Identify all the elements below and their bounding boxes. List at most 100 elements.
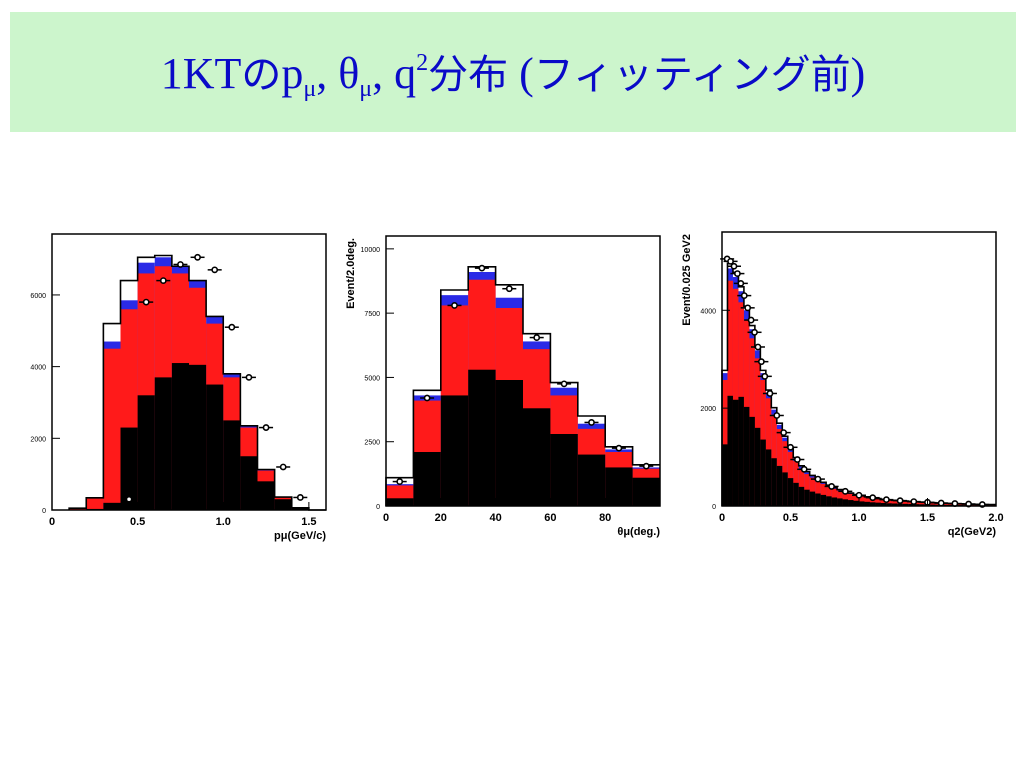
bar-black: [550, 434, 578, 506]
bar-black: [815, 493, 821, 506]
data-point: [751, 328, 758, 336]
x-tick-label: 1.0: [216, 516, 231, 528]
y-tick-label: 4000: [30, 365, 46, 372]
data-point: [766, 390, 774, 397]
bar-black: [171, 363, 189, 510]
data-points: [122, 253, 308, 503]
y-tick-label: 5000: [364, 375, 380, 382]
total-outline: [68, 254, 326, 511]
bar-red: [864, 497, 870, 506]
bar-black: [837, 498, 843, 506]
x-tick-label: 0: [719, 512, 725, 524]
bar-red: [103, 348, 121, 510]
bar-red: [86, 498, 104, 510]
bar-black: [523, 408, 551, 506]
x-tick-label: 1.0: [851, 512, 866, 524]
page-title: 1KTのpμ, θμ, q2分布 (フィッティング前): [160, 48, 866, 102]
x-tick-label: 40: [489, 512, 501, 524]
data-points: [392, 264, 654, 485]
bar-black: [223, 420, 241, 510]
bar-red: [930, 502, 936, 506]
bar-black: [468, 369, 496, 506]
x-axis-label: θμ(deg.): [617, 526, 660, 538]
data-point: [642, 462, 650, 470]
bar-black: [727, 395, 733, 506]
data-point: [754, 343, 762, 351]
data-point: [855, 491, 863, 499]
x-tick-label: 1.5: [920, 512, 935, 524]
x-tick-label: 20: [435, 512, 447, 524]
data-point: [451, 302, 458, 309]
bar-black: [913, 504, 920, 506]
bar-black: [798, 486, 805, 506]
data-point: [828, 483, 835, 490]
bar-red: [919, 502, 925, 506]
bar-black: [103, 502, 121, 510]
data-point: [142, 298, 150, 306]
data-point: [793, 456, 801, 463]
bar-red: [891, 500, 898, 506]
data-point: [396, 478, 404, 485]
y-tick-label: 0: [42, 508, 46, 515]
bar-black: [120, 427, 138, 510]
bar-black: [189, 364, 207, 510]
bar-black: [274, 499, 292, 510]
bar-black: [820, 494, 827, 506]
y-axis-label: Event/0.025 GeV2: [681, 234, 693, 326]
bar-black: [137, 395, 155, 510]
bar-red: [831, 488, 838, 506]
bar-black: [804, 489, 810, 506]
bar-red: [913, 502, 920, 506]
x-tick-label: 0: [49, 516, 55, 528]
bar-red: [908, 501, 914, 506]
data-point: [800, 465, 808, 473]
y-tick-label: 4000: [700, 308, 716, 315]
bar-black: [809, 491, 816, 506]
bar-black: [869, 502, 876, 506]
data-point: [478, 264, 486, 272]
bar-red: [957, 503, 964, 506]
bar-black: [440, 395, 469, 506]
bar-black: [908, 504, 914, 506]
data-point: [296, 494, 304, 501]
x-tick-label: 1.5: [301, 516, 316, 528]
bar-black: [902, 503, 909, 506]
bar-red: [880, 499, 887, 506]
data-point: [125, 495, 133, 503]
bar-black: [842, 499, 849, 506]
bar-black: [240, 456, 258, 510]
data-point: [533, 334, 541, 341]
bar-black: [891, 503, 898, 506]
bar-black: [495, 380, 523, 506]
bar-black: [859, 501, 865, 506]
data-point: [757, 358, 765, 366]
bar-black: [793, 482, 799, 506]
plot-frame: [51, 233, 327, 511]
bar-black: [738, 396, 744, 506]
bar-red: [859, 496, 865, 506]
x-tick-label: 0.5: [783, 512, 798, 524]
data-point: [896, 497, 904, 505]
bar-black: [875, 502, 881, 506]
title-banner: 1KTのpμ, θμ, q2分布 (フィッティング前): [10, 12, 1016, 132]
data-point: [734, 270, 741, 277]
y-tick-label: 7500: [364, 311, 380, 318]
data-point: [773, 412, 781, 419]
bar-black: [864, 501, 870, 506]
bar-black: [897, 503, 903, 506]
data-point: [505, 285, 513, 293]
bar-black: [771, 458, 777, 506]
bar-black: [765, 449, 772, 506]
bar-red: [837, 490, 843, 506]
y-tick-label: 2500: [364, 440, 380, 447]
bar-black: [413, 452, 441, 506]
data-point: [211, 266, 219, 274]
bar-black: [386, 498, 414, 506]
data-point: [727, 257, 734, 265]
data-point: [228, 323, 236, 331]
bar-red: [732, 288, 739, 506]
bar-black: [760, 439, 766, 506]
data-point: [740, 292, 748, 300]
muon-momentum-histogram: 0 0.5 1.0 1.5 0 2000 4000 6000 pμ(GeV/c): [30, 233, 327, 542]
bar-red: [853, 495, 859, 506]
